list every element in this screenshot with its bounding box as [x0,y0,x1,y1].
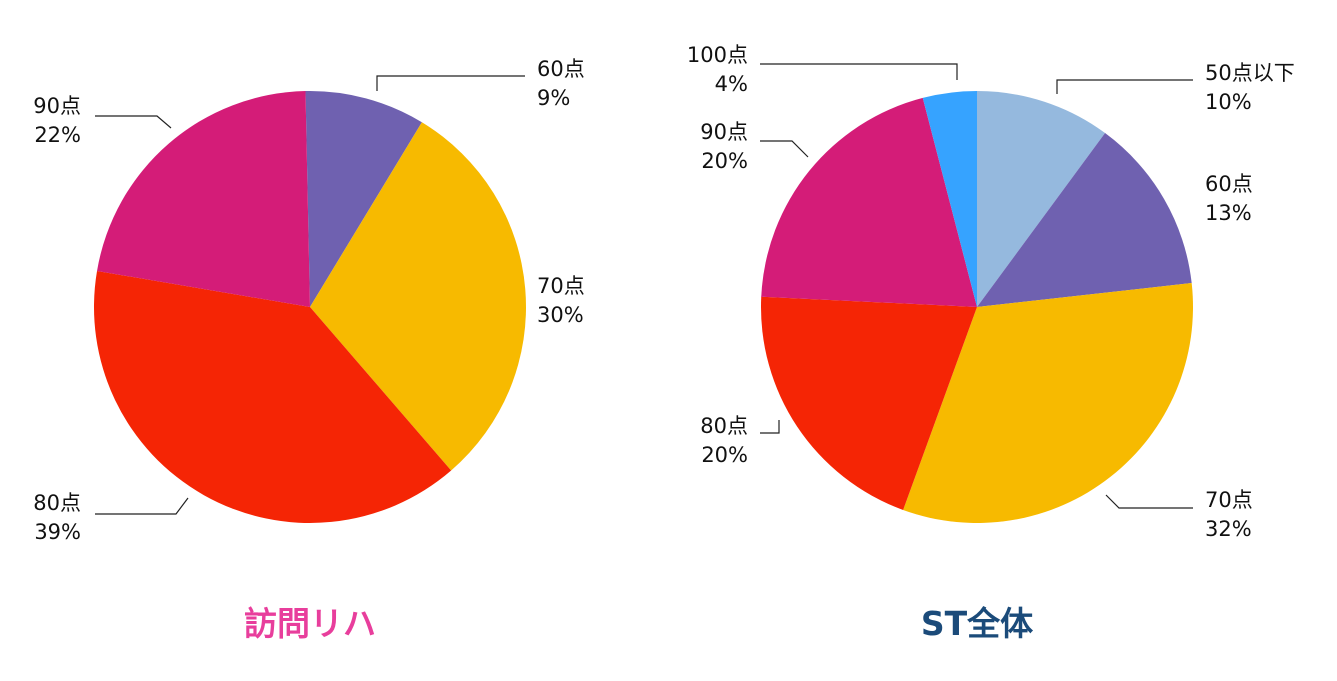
pie-slice-0-1 [310,122,526,471]
slice-percent-1-2: 32% [1205,517,1252,541]
slice-percent-1-1: 13% [1205,201,1252,225]
slice-label-1-3: 80点 [700,414,748,438]
slice-label-1-1: 60点 [1205,172,1253,196]
pie-slice-1-0 [977,91,1106,307]
slice-percent-1-4: 20% [701,149,748,173]
leader-line-1-5 [760,63,958,80]
pie-slice-0-0 [305,91,422,307]
chart-title-visit-rehab: 訪問リハ [244,604,376,643]
pie-slice-1-2 [903,283,1194,523]
slice-percent-0-0: 9% [537,86,570,110]
pie-slice-0-3 [97,91,311,307]
slice-percent-1-3: 20% [701,443,748,467]
pie-slice-1-3 [760,296,977,510]
slice-percent-1-0: 10% [1205,90,1252,114]
pie-chart-st-overall: 50点以下 10% 60点 13% 70点 32% 80点 20% 90点 20% 100点 4% [687,43,1295,541]
chart-title-st-overall: ST全体 [921,604,1033,643]
slice-percent-0-2: 39% [34,520,81,544]
leader-line-1-2 [1105,494,1193,509]
slice-label-0-0: 60点 [537,57,585,81]
slice-label-0-2: 80点 [33,491,81,515]
pie-chart-visit-rehab: 60点 9% 70点 30% 80点 39% 90点 22% [33,57,584,544]
pie-slice-1-1 [977,133,1192,307]
leader-line-1-4 [760,140,809,158]
slice-label-1-2: 70点 [1205,488,1253,512]
slice-percent-1-5: 4% [715,72,748,96]
leader-line-0-3 [95,115,172,129]
leader-line-0-2 [95,497,189,515]
slice-percent-0-1: 30% [537,303,584,327]
pie-slice-0-2 [93,270,452,524]
pie-slice-1-5 [922,91,977,307]
slice-label-1-0: 50点以下 [1205,61,1295,85]
slice-label-1-5: 100点 [687,43,748,67]
slice-label-1-4: 90点 [700,120,748,144]
slice-label-0-1: 70点 [537,274,585,298]
leader-line-1-3 [760,420,780,434]
leader-line-0-0 [376,75,525,91]
pie-slice-1-4 [761,97,977,307]
slice-percent-0-3: 22% [34,123,81,147]
leader-line-1-0 [1056,79,1193,94]
slice-label-0-3: 90点 [33,94,81,118]
